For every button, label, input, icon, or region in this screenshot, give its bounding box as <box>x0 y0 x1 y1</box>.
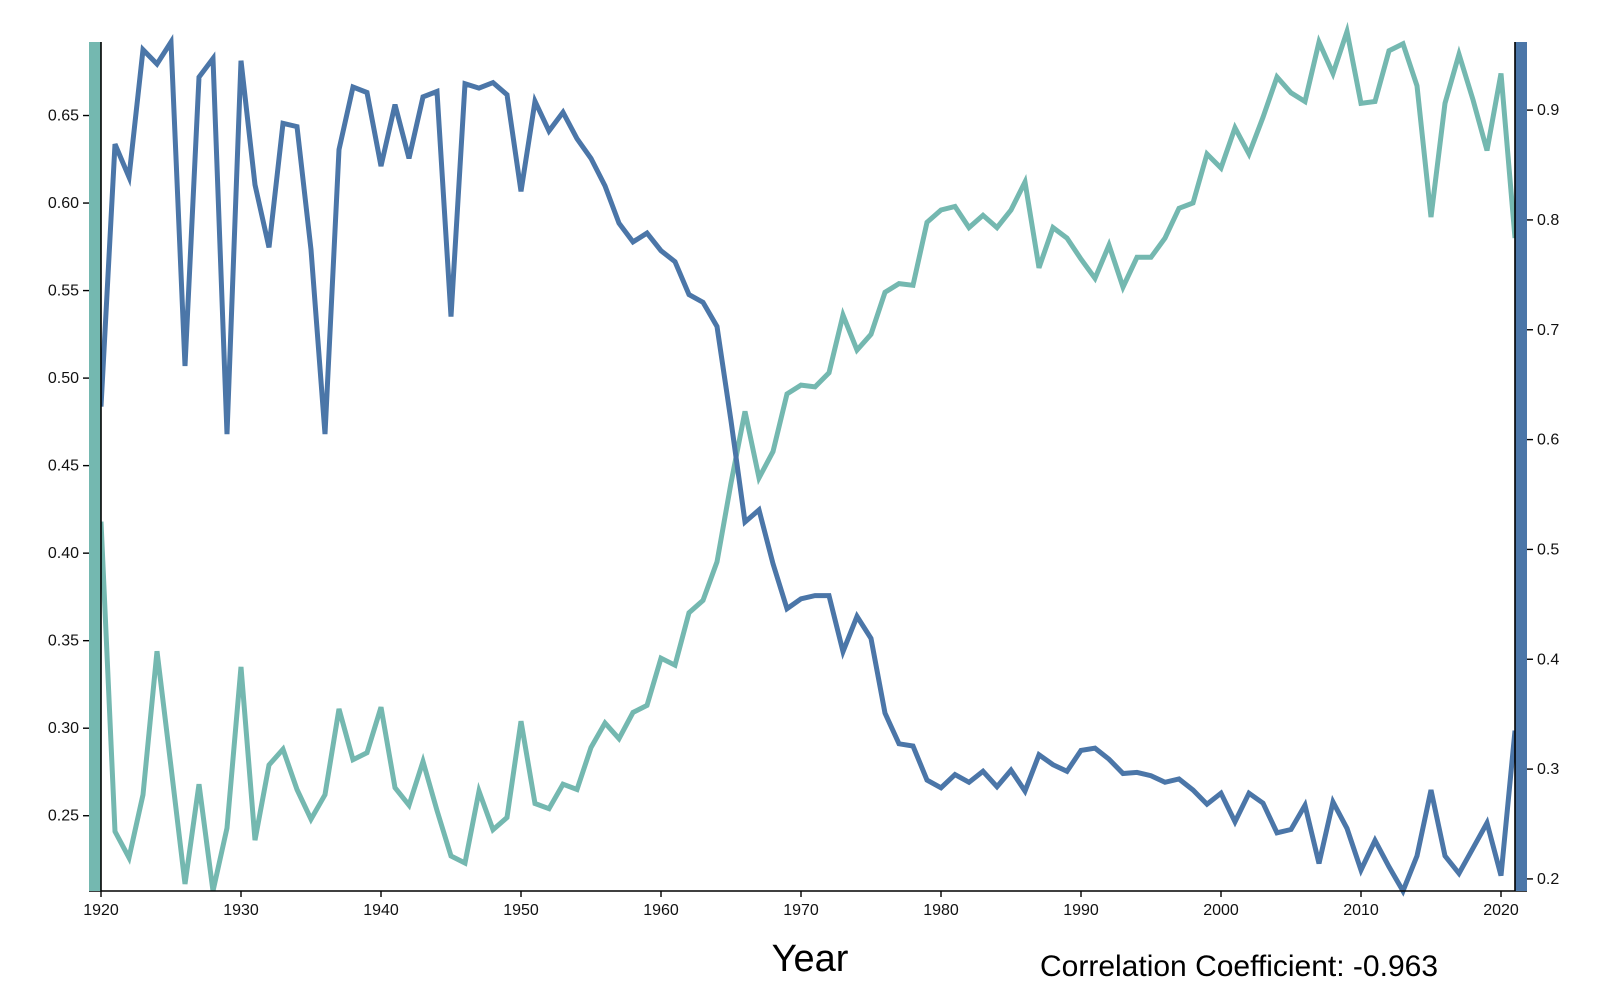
left-y-tick-label: 0.35 <box>48 633 79 650</box>
right-y-tick: 0.9 <box>1527 102 1559 119</box>
left-y-tick-label: 0.55 <box>48 283 79 300</box>
right-axis-color-bar <box>1515 42 1527 891</box>
right-y-tick-label: 0.4 <box>1537 651 1559 668</box>
x-tick-label: 1960 <box>643 902 679 919</box>
right-y-tick: 0.3 <box>1527 761 1559 778</box>
right-y-tick: 0.6 <box>1527 432 1559 449</box>
x-tick-label: 2000 <box>1203 902 1239 919</box>
x-tick-label: 1990 <box>1063 902 1099 919</box>
x-tick: 2010 <box>1343 891 1379 919</box>
left-y-tick-label: 0.65 <box>48 108 79 125</box>
x-tick: 1950 <box>503 891 539 919</box>
x-tick-label: 2020 <box>1483 902 1519 919</box>
left-y-tick: 0.60 <box>48 195 89 212</box>
right-y-tick-label: 0.8 <box>1537 212 1559 229</box>
x-tick-label: 1920 <box>83 902 119 919</box>
series-line-2 <box>98 33 1518 897</box>
x-tick-label: 2010 <box>1343 902 1379 919</box>
right-y-tick: 0.2 <box>1527 871 1559 888</box>
right-y-tick: 0.4 <box>1527 651 1559 668</box>
right-y-tick-label: 0.2 <box>1537 871 1559 888</box>
left-y-tick-label: 0.60 <box>48 195 79 212</box>
x-tick: 1980 <box>923 891 959 919</box>
left-y-axis: 0.25 0.30 0.35 0.40 0.45 0.50 0.55 0.60 0.65 <box>48 42 102 891</box>
left-y-tick-label: 0.50 <box>48 370 79 387</box>
x-tick: 1960 <box>643 891 679 919</box>
plot-area <box>98 21 1518 897</box>
x-tick: 1940 <box>363 891 399 919</box>
left-y-tick: 0.55 <box>48 283 89 300</box>
left-y-tick: 0.50 <box>48 370 89 387</box>
x-tick-label: 1980 <box>923 902 959 919</box>
left-y-tick: 0.45 <box>48 458 89 475</box>
series-line-1 <box>98 21 1518 892</box>
x-tick: 1970 <box>783 891 819 919</box>
x-tick: 1990 <box>1063 891 1099 919</box>
right-y-tick: 0.7 <box>1527 322 1559 339</box>
x-axis-title: Year <box>771 938 849 980</box>
x-tick: 1920 <box>83 891 119 919</box>
left-y-tick-label: 0.30 <box>48 720 79 737</box>
x-tick-label: 1940 <box>363 902 399 919</box>
x-tick-label: 1970 <box>783 902 819 919</box>
right-y-tick-label: 0.5 <box>1537 541 1559 558</box>
left-y-tick: 0.35 <box>48 633 89 650</box>
x-tick: 2020 <box>1483 891 1519 919</box>
x-tick: 2000 <box>1203 891 1239 919</box>
x-tick-label: 1930 <box>223 902 259 919</box>
right-y-tick: 0.5 <box>1527 541 1559 558</box>
right-y-tick-label: 0.7 <box>1537 322 1559 339</box>
left-y-tick-label: 0.40 <box>48 545 79 562</box>
right-y-tick: 0.8 <box>1527 212 1559 229</box>
left-y-tick: 0.65 <box>48 108 89 125</box>
right-y-tick-label: 0.9 <box>1537 102 1559 119</box>
left-y-tick: 0.30 <box>48 720 89 737</box>
right-y-tick-label: 0.3 <box>1537 761 1559 778</box>
correlation-annotation: Correlation Coefficient: -0.963 <box>1040 950 1438 983</box>
x-axis: 1920 1930 1940 1950 1960 1970 1980 1990 2000 2010… <box>83 890 1527 919</box>
left-axis-color-bar <box>89 42 101 891</box>
left-y-tick-label: 0.45 <box>48 458 79 475</box>
x-tick-label: 1950 <box>503 902 539 919</box>
left-y-tick: 0.40 <box>48 545 89 562</box>
left-y-tick: 0.25 <box>48 808 89 825</box>
x-tick: 1930 <box>223 891 259 919</box>
right-y-tick-label: 0.6 <box>1537 432 1559 449</box>
left-y-tick-label: 0.25 <box>48 808 79 825</box>
right-y-axis: 0.2 0.3 0.4 0.5 0.6 0.7 0.8 0.9 <box>1514 42 1559 891</box>
